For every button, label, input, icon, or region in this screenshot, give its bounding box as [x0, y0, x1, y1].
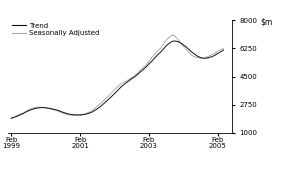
Y-axis label: $m: $m — [260, 17, 273, 26]
Legend: Trend, Seasonally Adjusted: Trend, Seasonally Adjusted — [12, 23, 99, 36]
